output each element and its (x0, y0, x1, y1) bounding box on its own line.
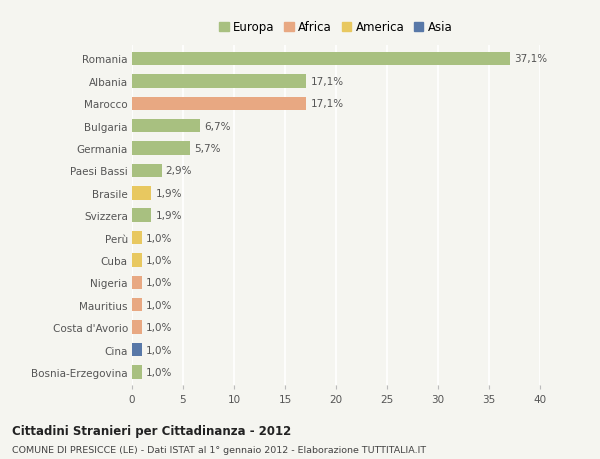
Bar (132, 209, 151, 223)
Text: 1,0%: 1,0% (146, 300, 173, 310)
Bar (132, 164, 161, 178)
Text: 1,9%: 1,9% (155, 211, 182, 221)
Text: 17,1%: 17,1% (311, 99, 344, 109)
Bar (132, 120, 200, 133)
Bar (132, 343, 142, 357)
Text: 1,0%: 1,0% (146, 367, 173, 377)
Text: 1,0%: 1,0% (146, 345, 173, 355)
Bar (132, 231, 142, 245)
Text: 37,1%: 37,1% (515, 54, 548, 64)
Bar (132, 97, 307, 111)
Bar (132, 187, 151, 200)
Bar (132, 53, 511, 66)
Bar (132, 254, 142, 267)
Text: 5,7%: 5,7% (194, 144, 221, 154)
Text: Cittadini Stranieri per Cittadinanza - 2012: Cittadini Stranieri per Cittadinanza - 2… (12, 425, 291, 437)
Bar (132, 75, 307, 88)
Text: COMUNE DI PRESICCE (LE) - Dati ISTAT al 1° gennaio 2012 - Elaborazione TUTTITALI: COMUNE DI PRESICCE (LE) - Dati ISTAT al … (12, 445, 426, 454)
Bar (132, 365, 142, 379)
Text: 1,0%: 1,0% (146, 255, 173, 265)
Legend: Europa, Africa, America, Asia: Europa, Africa, America, Asia (215, 18, 457, 38)
Bar (132, 276, 142, 290)
Text: 1,0%: 1,0% (146, 323, 173, 332)
Text: 1,0%: 1,0% (146, 278, 173, 288)
Text: 1,0%: 1,0% (146, 233, 173, 243)
Bar (132, 321, 142, 334)
Text: 1,9%: 1,9% (155, 188, 182, 198)
Bar (132, 142, 190, 156)
Text: 2,9%: 2,9% (166, 166, 192, 176)
Text: 6,7%: 6,7% (205, 121, 231, 131)
Text: 17,1%: 17,1% (311, 77, 344, 87)
Bar (132, 298, 142, 312)
